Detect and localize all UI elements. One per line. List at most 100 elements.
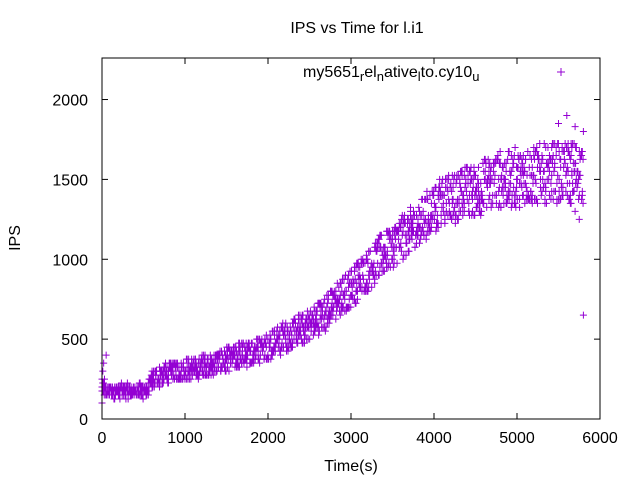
data-point [350, 267, 358, 275]
data-point [566, 195, 574, 203]
data-point [511, 143, 519, 151]
data-point [415, 239, 423, 247]
data-point [566, 191, 574, 199]
data-point [527, 187, 535, 195]
data-point [235, 363, 243, 371]
data-point [240, 359, 248, 367]
data-point [548, 155, 556, 163]
y-tick-label: 1000 [52, 252, 88, 269]
data-point [463, 187, 471, 195]
data-point [213, 359, 221, 367]
data-point [348, 283, 356, 291]
data-point [499, 163, 507, 171]
data-point [407, 203, 415, 211]
data-point [416, 235, 424, 243]
data-point [501, 175, 509, 183]
data-point [480, 199, 488, 207]
data-point [532, 179, 540, 187]
data-point [248, 339, 256, 347]
data-point [512, 187, 520, 195]
data-point [440, 191, 448, 199]
data-point [340, 291, 348, 299]
data-point [554, 139, 562, 147]
x-tick-label: 3000 [333, 430, 369, 447]
data-point [538, 151, 546, 159]
data-point [368, 283, 376, 291]
x-tick-label: 1000 [167, 430, 203, 447]
data-point [267, 355, 275, 363]
data-point [335, 283, 343, 291]
data-point [326, 315, 334, 323]
data-point [235, 347, 243, 355]
data-point [156, 383, 164, 391]
data-point [506, 187, 514, 195]
data-point [477, 179, 485, 187]
data-point [288, 343, 296, 351]
data-point [492, 191, 500, 199]
data-point [409, 207, 417, 215]
data-point [571, 123, 579, 131]
data-point [530, 171, 538, 179]
data-point [424, 195, 432, 203]
data-point [332, 287, 340, 295]
data-point [332, 315, 340, 323]
data-point [522, 179, 530, 187]
data-point [329, 311, 337, 319]
legend-label-part: el [364, 64, 376, 81]
data-point [524, 147, 532, 155]
data-point [418, 211, 426, 219]
data-point [461, 183, 469, 191]
legend-label-part: to.cy10 [421, 64, 473, 81]
data-point [562, 171, 570, 179]
data-point [345, 271, 353, 279]
data-point [507, 179, 515, 187]
data-point [369, 263, 377, 271]
data-point [469, 207, 477, 215]
data-point [575, 175, 583, 183]
data-point [436, 183, 444, 191]
y-tick-label: 0 [79, 412, 88, 429]
data-point [282, 319, 290, 327]
data-point [534, 199, 542, 207]
data-point [478, 191, 486, 199]
data-point [557, 195, 565, 203]
data-point [560, 155, 568, 163]
x-tick-label: 5000 [499, 430, 535, 447]
data-point [570, 187, 578, 195]
data-point [484, 155, 492, 163]
data-point [572, 143, 580, 151]
data-point [402, 251, 410, 259]
legend-label-subscript: r [360, 69, 365, 84]
data-point [471, 211, 479, 219]
data-point [541, 195, 549, 203]
data-point [347, 303, 355, 311]
data-point [291, 319, 299, 327]
data-point [256, 359, 264, 367]
data-point [359, 275, 367, 283]
data-point [139, 395, 147, 403]
data-point [145, 387, 153, 395]
data-point [356, 263, 364, 271]
x-tick-label: 6000 [582, 430, 618, 447]
data-point [485, 171, 493, 179]
data-point [403, 239, 411, 247]
data-point [116, 395, 124, 403]
data-point [576, 171, 584, 179]
data-point [459, 211, 467, 219]
data-point [348, 291, 356, 299]
data-point [464, 171, 472, 179]
data-point [342, 307, 350, 315]
data-point [540, 139, 548, 147]
data-point [438, 203, 446, 211]
data-point [454, 215, 462, 223]
data-point [579, 127, 587, 135]
data-point [300, 327, 308, 335]
data-point [562, 187, 570, 195]
data-point [505, 195, 513, 203]
data-point [425, 219, 433, 227]
data-point [314, 319, 322, 327]
data-point [435, 195, 443, 203]
legend-label: my5651relnativelto.cy10u [303, 64, 479, 84]
axis-ticks: 0 1000 2000 3000 4000 5000 6000 0 500 1000 1500 200… [52, 58, 618, 447]
data-point [451, 203, 459, 211]
